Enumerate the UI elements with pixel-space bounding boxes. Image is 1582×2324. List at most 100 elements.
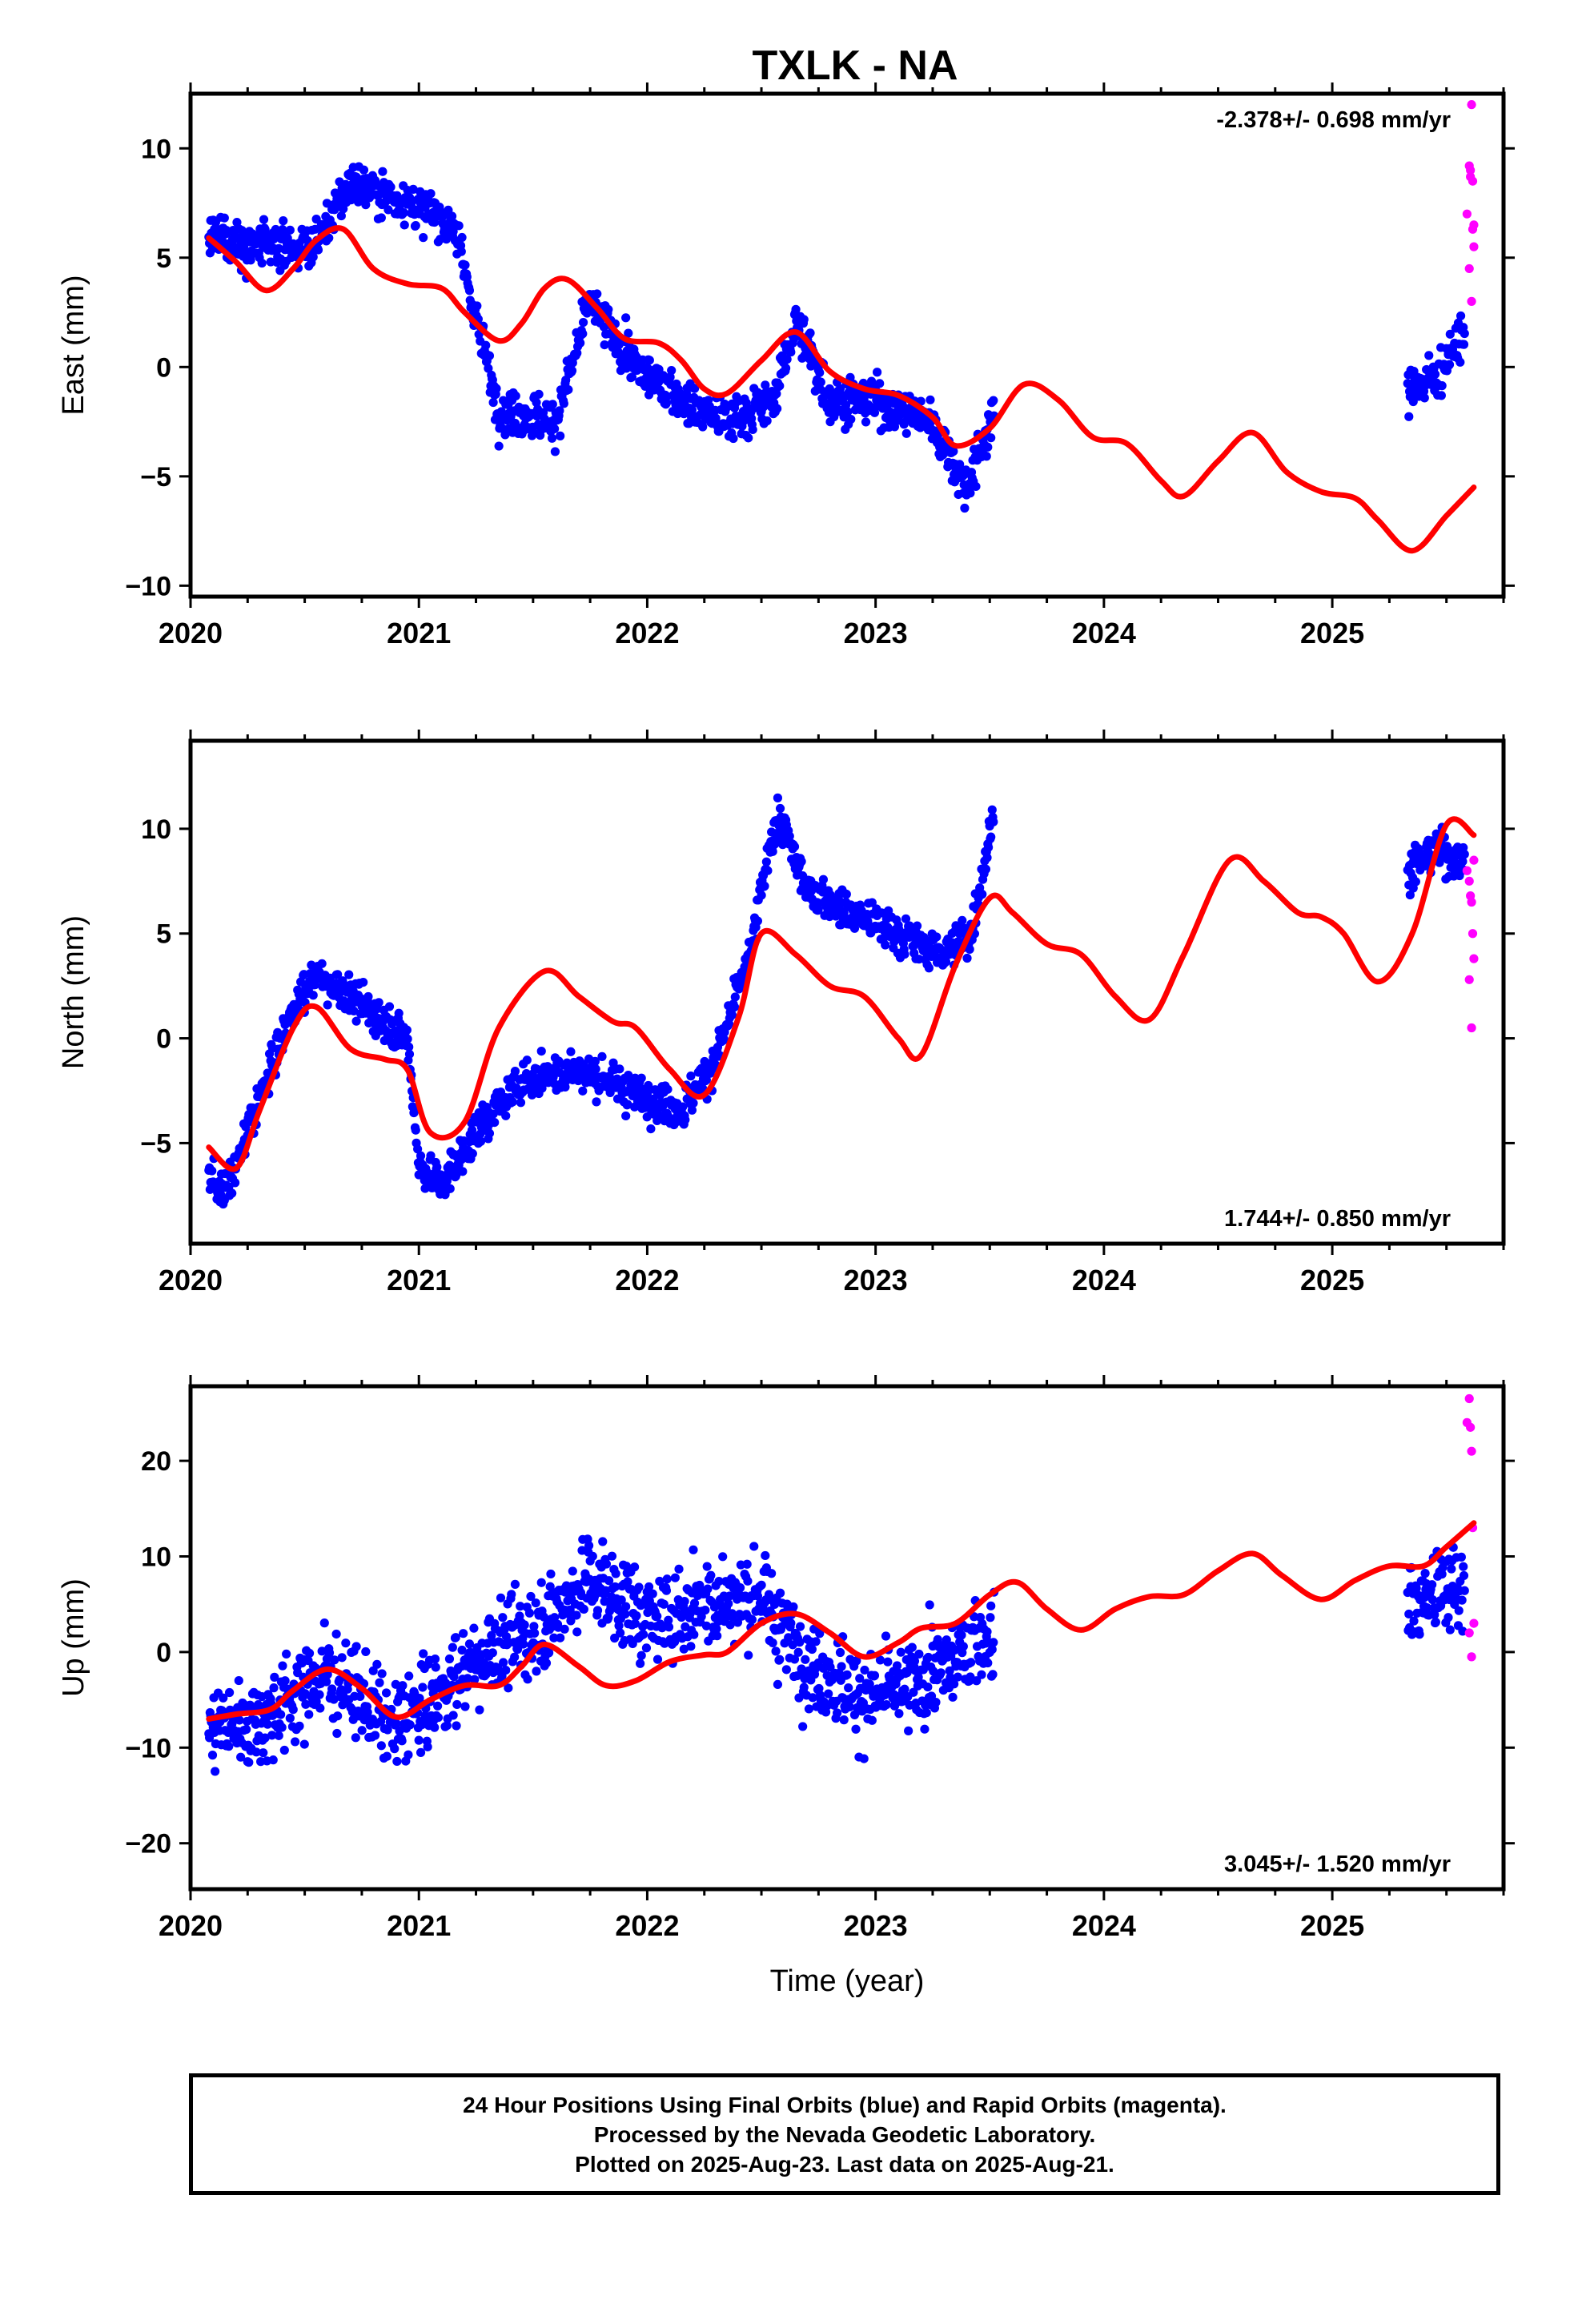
final-orbit-point [463,1674,472,1683]
final-orbit-point [936,1668,946,1678]
final-orbit-point [349,1006,359,1016]
final-orbit-point [788,1640,797,1650]
final-orbit-point [900,949,909,959]
y-tick-label: −20 [125,1829,171,1860]
final-orbit-point [1415,1630,1424,1639]
final-orbit-point [652,1611,662,1621]
final-orbit-point [341,1638,351,1648]
final-orbit-point [794,1693,804,1703]
final-orbit-point [960,503,970,513]
x-axis-label: Time (year) [770,1964,925,1998]
final-orbit-point [528,428,538,438]
final-orbit-point [624,328,633,338]
panel-east: 2020 2021 2022 2023 2024 2025 −10 −5 0 5 10 East (m… [57,82,1515,649]
final-orbits-series [204,793,1469,1209]
final-orbit-point [743,1576,753,1586]
rapid-orbit-point [1462,866,1472,875]
final-orbit-point [400,220,409,230]
final-orbit-point [689,1598,700,1608]
final-orbit-point [801,1655,810,1664]
rapid-orbit-point [1468,176,1478,186]
final-orbit-point [652,1655,663,1664]
final-orbit-point [267,1731,277,1740]
final-orbit-point [948,1692,958,1702]
rapid-orbit-point [1467,1652,1476,1662]
final-orbit-point [279,1745,289,1755]
final-orbit-point [841,890,851,899]
final-orbit-point [572,1610,581,1620]
final-orbit-point [725,1591,734,1601]
final-orbit-point [860,1665,869,1675]
final-orbit-point [411,1125,420,1135]
final-orbit-point [842,1670,852,1679]
final-orbit-point [811,1637,821,1647]
final-orbit-point [504,1683,513,1693]
final-orbit-point [799,315,809,324]
final-orbit-point [456,247,466,256]
final-orbit-point [322,1677,331,1687]
final-orbit-point [244,1758,254,1767]
final-orbit-point [397,1736,407,1746]
final-orbit-point [621,1111,631,1121]
final-orbit-point [444,1654,455,1664]
x-tick-label: 2025 [1300,1909,1364,1942]
rapid-orbit-point [1464,876,1474,886]
final-orbit-point [644,356,654,365]
final-orbit-point [768,1638,777,1648]
final-orbit-point [623,1100,632,1109]
final-orbit-point [670,1573,680,1582]
plot-frame [188,1384,1506,1892]
y-tick-label: 0 [156,1638,171,1668]
final-orbit-point [945,1666,954,1675]
final-orbit-point [324,233,334,243]
final-orbit-point [616,1595,626,1605]
final-orbit-point [889,422,900,432]
final-orbit-point [678,1102,688,1112]
final-orbit-point [333,1711,343,1721]
final-orbit-point [1404,1609,1414,1619]
final-orbit-point [965,944,974,954]
final-orbit-point [845,1702,854,1711]
rapid-orbit-point [1464,1628,1474,1638]
final-orbit-point [987,1645,997,1655]
final-orbit-point [530,1628,540,1638]
final-orbit-point [494,441,504,451]
y-axis-label: East (mm) [57,275,90,415]
final-orbit-point [555,406,564,416]
final-orbit-point [501,1111,511,1120]
final-orbit-point [231,1178,240,1188]
x-tick-label: 2024 [1072,1264,1136,1297]
final-orbit-point [865,1679,874,1689]
final-orbit-point [686,1642,696,1651]
final-orbit-point [449,1672,459,1682]
y-tick-label: 10 [141,1542,171,1573]
final-orbit-point [532,1667,541,1676]
final-orbit-point [724,1598,733,1609]
final-orbit-point [460,1702,470,1711]
final-orbit-point [634,1582,644,1592]
final-orbit-point [921,1708,931,1718]
final-orbit-point [384,1002,395,1011]
rapid-orbit-point [1467,296,1476,306]
final-orbit-point [815,1629,825,1638]
final-orbit-point [562,1058,572,1068]
final-orbit-point [689,1545,698,1554]
final-orbit-point [383,205,393,215]
x-tick-label: 2024 [1072,1909,1136,1942]
final-orbit-point [344,970,354,979]
final-orbit-point [426,1151,436,1160]
final-orbit-point [933,1634,942,1644]
final-orbit-point [448,1642,457,1652]
final-orbit-point [983,442,993,452]
final-orbit-point [1443,1613,1453,1622]
final-orbit-point [859,1754,869,1763]
final-orbit-point [1437,381,1447,391]
final-orbit-point [269,1683,279,1693]
final-orbit-point [430,1723,440,1732]
final-orbit-point [598,1537,608,1546]
y-tick-label: 20 [141,1446,171,1477]
final-orbit-point [484,364,493,373]
final-orbit-point [268,1755,278,1765]
rapid-orbit-point [1467,1023,1476,1033]
final-orbit-point [333,970,343,979]
